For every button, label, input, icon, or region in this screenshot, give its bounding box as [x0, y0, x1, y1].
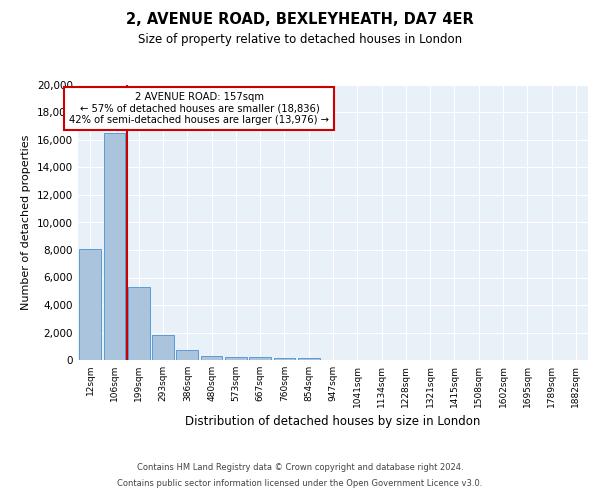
Bar: [274, 358, 295, 360]
Bar: [152, 334, 174, 360]
Text: 2 AVENUE ROAD: 157sqm
← 57% of detached houses are smaller (18,836)
42% of semi-: 2 AVENUE ROAD: 157sqm ← 57% of detached …: [70, 92, 329, 125]
Bar: [104, 133, 125, 360]
Bar: [176, 350, 198, 360]
Y-axis label: Number of detached properties: Number of detached properties: [22, 135, 31, 310]
Text: Size of property relative to detached houses in London: Size of property relative to detached ho…: [138, 32, 462, 46]
Text: 2, AVENUE ROAD, BEXLEYHEATH, DA7 4ER: 2, AVENUE ROAD, BEXLEYHEATH, DA7 4ER: [126, 12, 474, 28]
Bar: [79, 248, 101, 360]
X-axis label: Distribution of detached houses by size in London: Distribution of detached houses by size …: [185, 416, 481, 428]
Text: Contains HM Land Registry data © Crown copyright and database right 2024.: Contains HM Land Registry data © Crown c…: [137, 464, 463, 472]
Bar: [128, 287, 149, 360]
Bar: [298, 358, 320, 360]
Bar: [200, 356, 223, 360]
Text: Contains public sector information licensed under the Open Government Licence v3: Contains public sector information licen…: [118, 478, 482, 488]
Bar: [249, 357, 271, 360]
Bar: [225, 357, 247, 360]
